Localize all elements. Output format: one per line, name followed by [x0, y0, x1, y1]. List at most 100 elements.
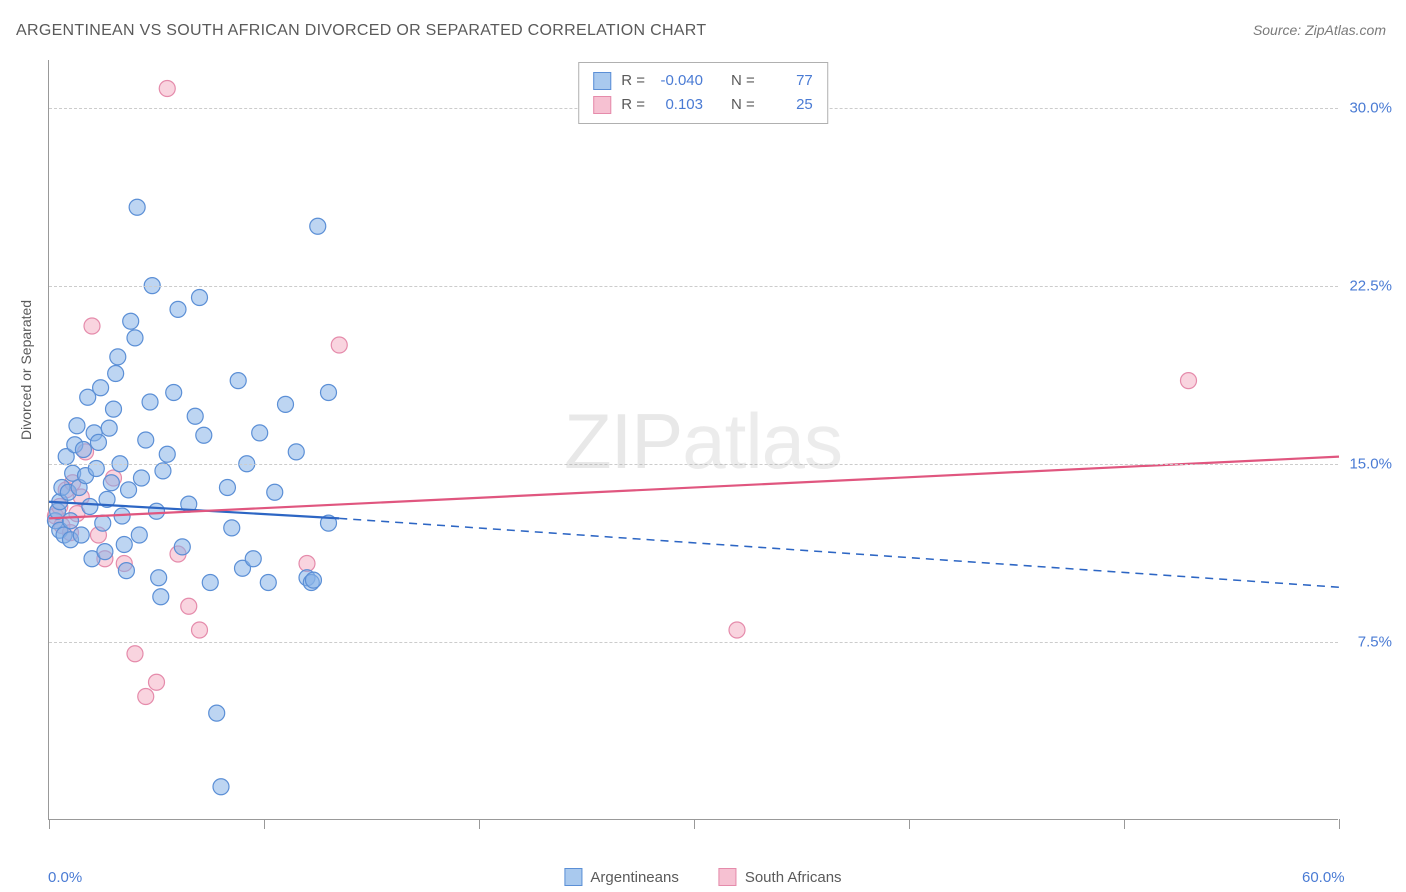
scatter-point [192, 622, 208, 638]
tick-x [479, 819, 480, 829]
r-value-0: -0.040 [655, 69, 703, 93]
scatter-point [196, 427, 212, 443]
legend-label-0: Argentineans [590, 869, 678, 886]
legend-stats: R = -0.040 N = 77 R = 0.103 N = 25 [578, 62, 828, 124]
y-axis-label: Divorced or Separated [18, 300, 34, 440]
scatter-point [108, 366, 124, 382]
scatter-point [90, 434, 106, 450]
scatter-point [149, 503, 165, 519]
legend-item-0: Argentineans [564, 868, 678, 886]
scatter-point [63, 513, 79, 529]
legend-stats-row-0: R = -0.040 N = 77 [593, 69, 813, 93]
scatter-point [149, 674, 165, 690]
scatter-point [278, 396, 294, 412]
scatter-point [159, 81, 175, 97]
legend-stats-row-1: R = 0.103 N = 25 [593, 93, 813, 117]
y-tick-0: 7.5% [1358, 633, 1392, 650]
scatter-point [118, 563, 134, 579]
legend-label-1: South Africans [745, 869, 842, 886]
scatter-point [252, 425, 268, 441]
scatter-point [116, 537, 132, 553]
scatter-point [729, 622, 745, 638]
scatter-point [84, 318, 100, 334]
tick-x [1124, 819, 1125, 829]
scatter-point [73, 527, 89, 543]
scatter-point [101, 420, 117, 436]
scatter-point [138, 432, 154, 448]
scatter-point [103, 475, 119, 491]
scatter-point [129, 199, 145, 215]
scatter-point [288, 444, 304, 460]
gridline-h [49, 464, 1338, 465]
x-tick-0: 0.0% [48, 869, 82, 886]
gridline-h [49, 642, 1338, 643]
scatter-point [106, 401, 122, 417]
legend-item-1: South Africans [719, 868, 842, 886]
n-prefix-0: N = [731, 69, 755, 93]
scatter-point [97, 544, 113, 560]
scatter-point [159, 446, 175, 462]
swatch-southafricans [593, 96, 611, 114]
r-value-1: 0.103 [655, 93, 703, 117]
scatter-point [202, 575, 218, 591]
n-value-1: 25 [765, 93, 813, 117]
scatter-point [82, 499, 98, 515]
scatter-point [75, 442, 91, 458]
scatter-point [187, 408, 203, 424]
scatter-point [181, 598, 197, 614]
scatter-point [219, 480, 235, 496]
scatter-point [299, 556, 315, 572]
scatter-point [110, 349, 126, 365]
scatter-point [331, 337, 347, 353]
y-tick-2: 22.5% [1349, 277, 1392, 294]
y-tick-1: 15.0% [1349, 455, 1392, 472]
scatter-point [267, 484, 283, 500]
scatter-point [305, 572, 321, 588]
scatter-point [127, 330, 143, 346]
scatter-point [170, 301, 186, 317]
tick-x [909, 819, 910, 829]
r-prefix-0: R = [621, 69, 645, 93]
r-prefix-1: R = [621, 93, 645, 117]
scatter-point [93, 380, 109, 396]
scatter-point [121, 482, 137, 498]
tick-x [49, 819, 50, 829]
source-label: Source: ZipAtlas.com [1253, 22, 1386, 38]
swatch-bottom-1 [719, 868, 737, 886]
scatter-point [224, 520, 240, 536]
scatter-point [151, 570, 167, 586]
n-value-0: 77 [765, 69, 813, 93]
scatter-point [209, 705, 225, 721]
scatter-point [245, 551, 261, 567]
legend-bottom: Argentineans South Africans [564, 868, 841, 886]
scatter-point [260, 575, 276, 591]
tick-x [694, 819, 695, 829]
scatter-point [123, 313, 139, 329]
trend-line-dashed [339, 518, 1339, 587]
scatter-point [192, 290, 208, 306]
scatter-point [310, 218, 326, 234]
scatter-point [213, 779, 229, 795]
scatter-point [131, 527, 147, 543]
scatter-point [133, 470, 149, 486]
scatter-point [142, 394, 158, 410]
swatch-bottom-0 [564, 868, 582, 886]
scatter-point [95, 515, 111, 531]
scatter-point [230, 373, 246, 389]
chart-title: ARGENTINEAN VS SOUTH AFRICAN DIVORCED OR… [16, 22, 706, 40]
scatter-point [174, 539, 190, 555]
plot-svg [49, 60, 1338, 819]
scatter-point [321, 385, 337, 401]
x-tick-60: 60.0% [1302, 869, 1345, 886]
scatter-point [155, 463, 171, 479]
tick-x [264, 819, 265, 829]
gridline-h [49, 286, 1338, 287]
scatter-point [153, 589, 169, 605]
scatter-point [166, 385, 182, 401]
plot-area [48, 60, 1338, 820]
scatter-point [69, 418, 85, 434]
tick-x [1339, 819, 1340, 829]
y-tick-3: 30.0% [1349, 99, 1392, 116]
scatter-point [1181, 373, 1197, 389]
n-prefix-1: N = [731, 93, 755, 117]
